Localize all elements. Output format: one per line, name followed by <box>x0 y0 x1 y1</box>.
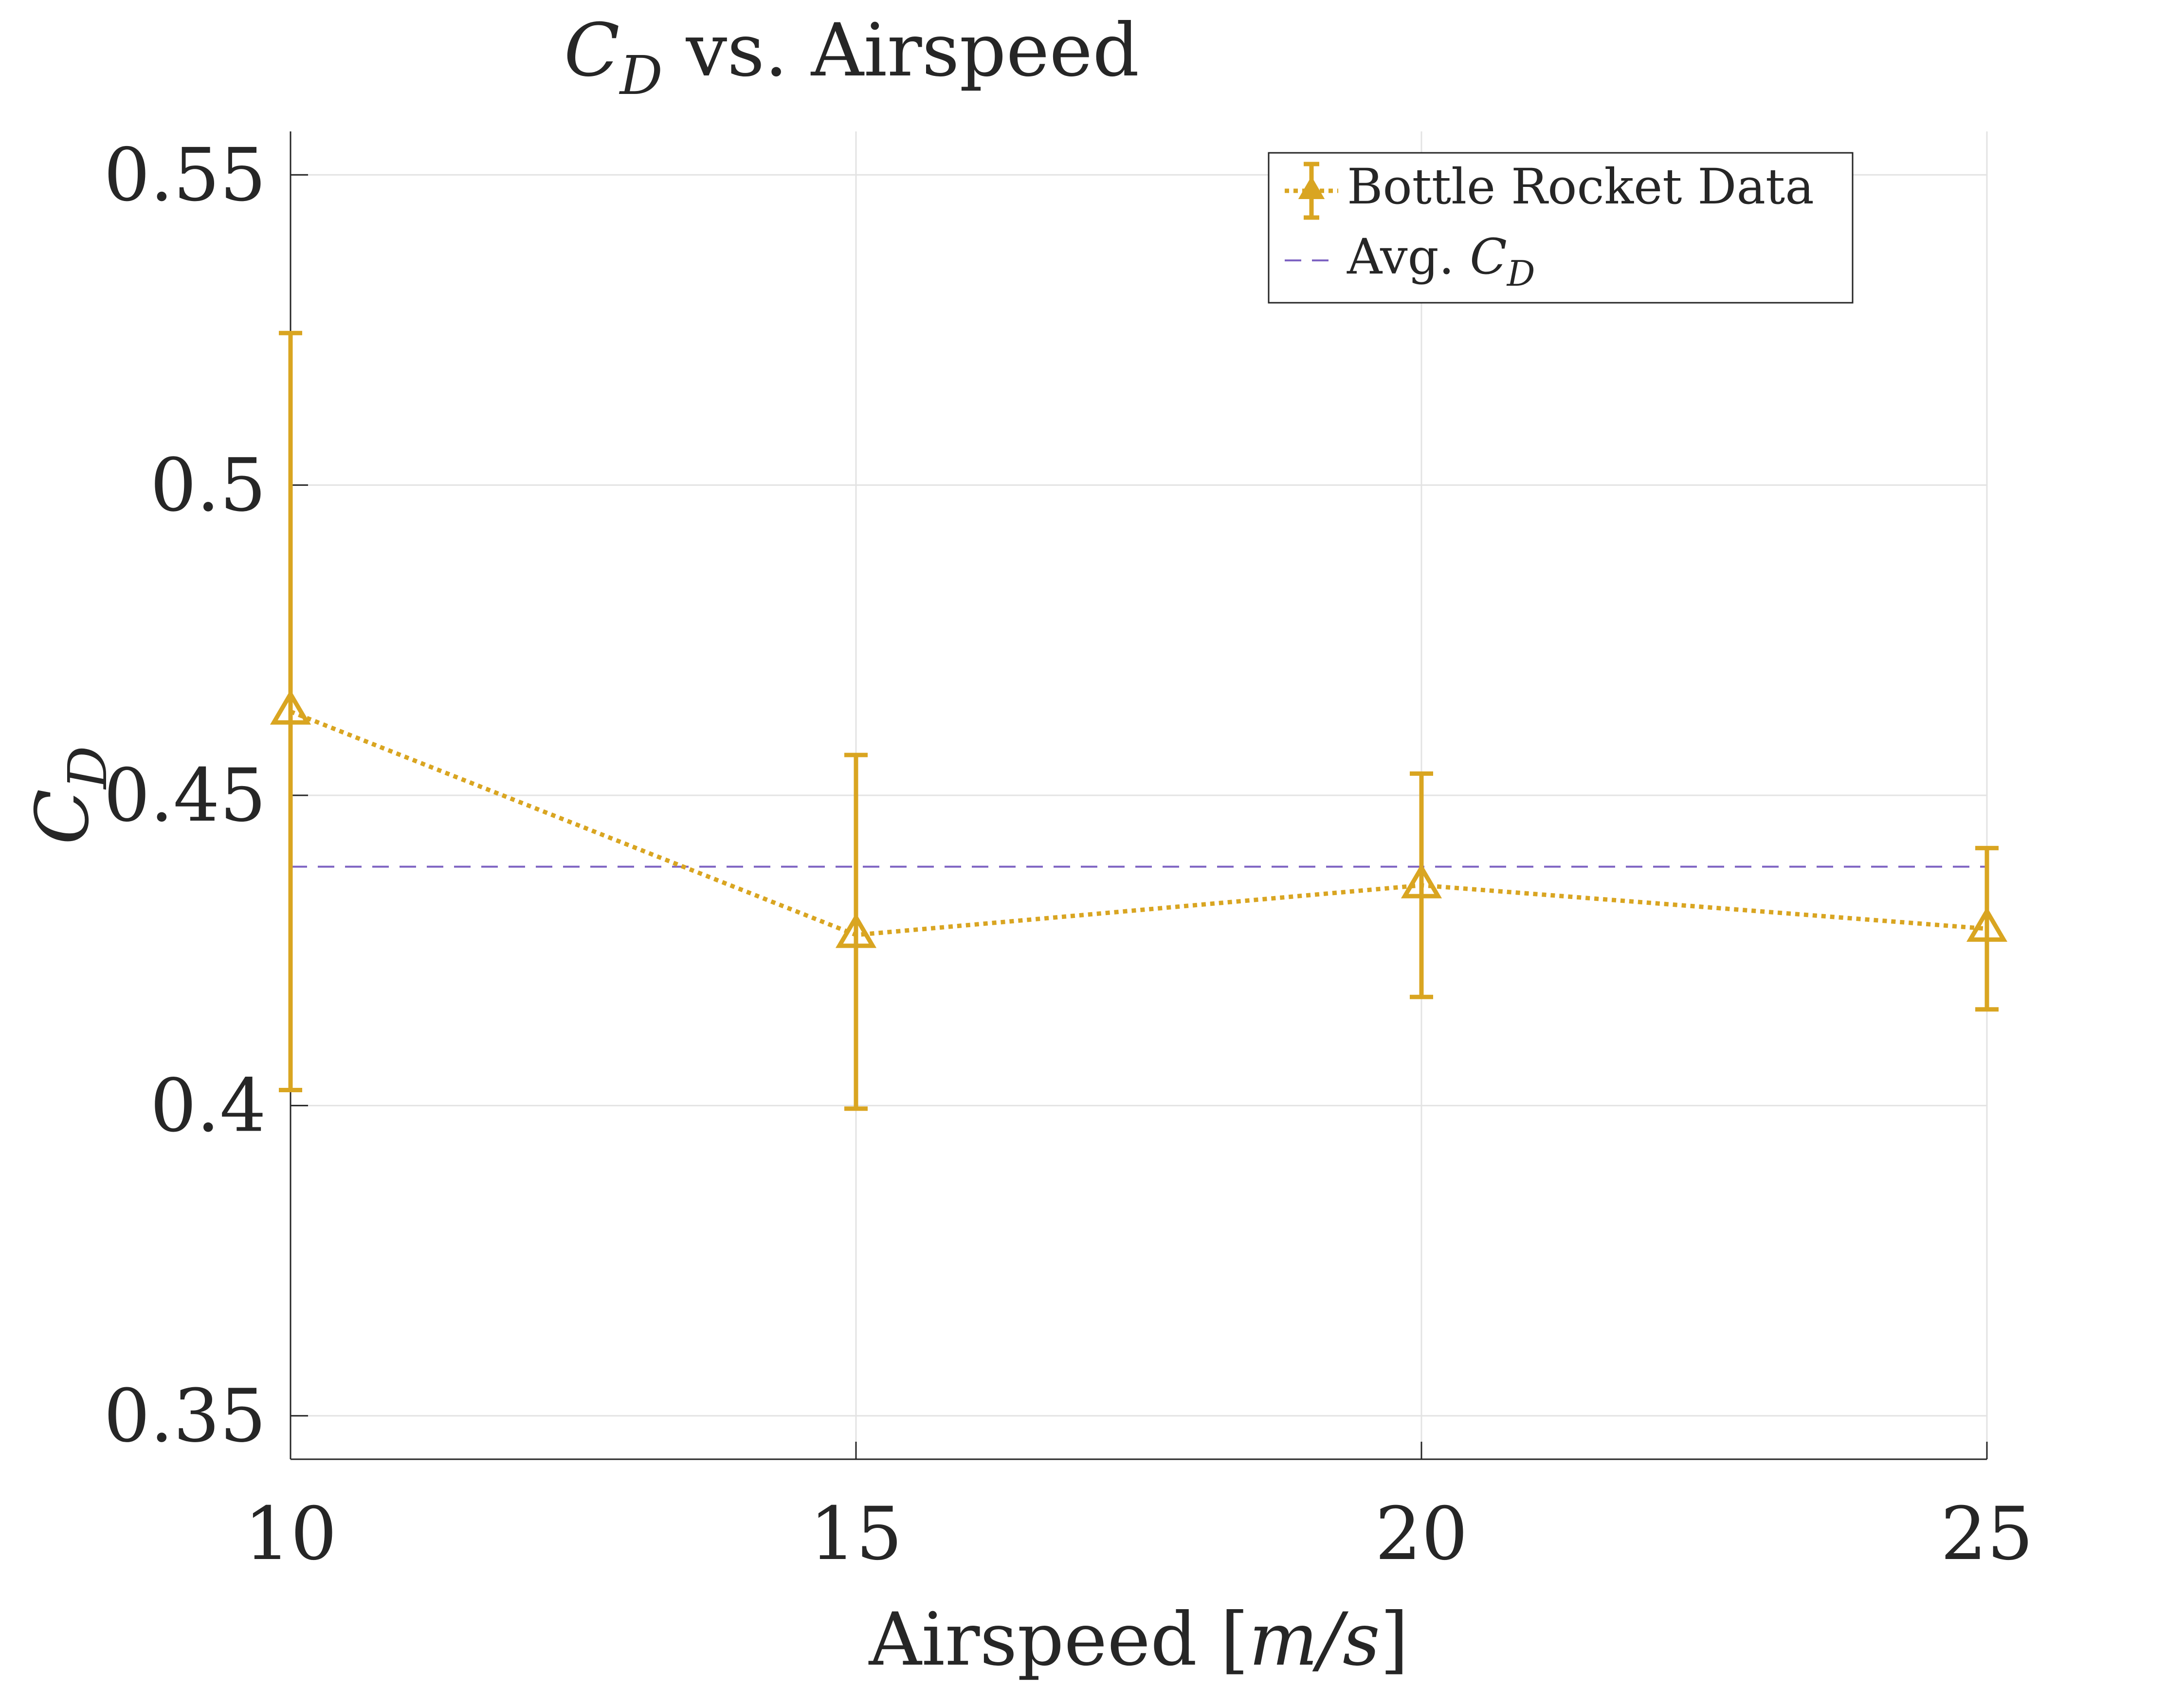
data-point-marker <box>1966 907 2008 942</box>
tick-labels: 10 15 20 25 0.35 0.4 0.45 0.5 0.55 <box>104 133 2033 1577</box>
x-tick-label: 10 <box>244 1492 337 1577</box>
legend-entry-avg-prefix: Avg. <box>1347 228 1470 285</box>
y-tick-label: 0.5 <box>150 443 266 528</box>
y-tick-label: 0.45 <box>104 753 266 838</box>
chart-title: CD vs. Airspeed <box>564 8 1139 107</box>
x-axis-label-text: Airspeed [ <box>868 1597 1249 1682</box>
legend-entry-avg: Avg. CD <box>1347 228 1535 294</box>
x-tick-label: 25 <box>1941 1492 2034 1577</box>
y-tick-label: 0.55 <box>104 133 266 218</box>
chart-title-main: C <box>564 8 620 93</box>
legend-marker-sample <box>1298 176 1325 199</box>
chart-title-sub: D <box>619 44 663 107</box>
legend: Bottle Rocket Data Avg. CD <box>1268 152 1854 304</box>
legend-entry-avg-main: C <box>1470 228 1507 285</box>
legend-entry-bottle-rocket: Bottle Rocket Data <box>1347 158 1814 215</box>
y-tick-label: 0.4 <box>150 1064 266 1148</box>
series <box>270 330 2008 1111</box>
x-axis-label-unit: m/s <box>1249 1597 1380 1682</box>
legend-entry-avg-sub: D <box>1506 253 1535 294</box>
x-axis-label-close: ] <box>1380 1597 1409 1682</box>
y-tick-label: 0.35 <box>104 1374 266 1459</box>
x-tick-label: 20 <box>1375 1492 1468 1577</box>
legend-box <box>1268 152 1854 304</box>
data-point-marker <box>1401 863 1442 899</box>
data-point-marker <box>270 690 311 725</box>
y-axis-label-sub: D <box>56 746 119 790</box>
y-axis-label-main: C <box>20 789 105 845</box>
data-point-marker <box>835 913 877 948</box>
x-tick-label: 15 <box>810 1492 903 1577</box>
y-axis-label: CD <box>20 746 119 845</box>
legend-sample-bottle-rocket <box>1285 162 1338 220</box>
chart-title-rest: vs. Airspeed <box>663 8 1139 93</box>
x-axis-label: Airspeed [m/s] <box>868 1597 1408 1682</box>
